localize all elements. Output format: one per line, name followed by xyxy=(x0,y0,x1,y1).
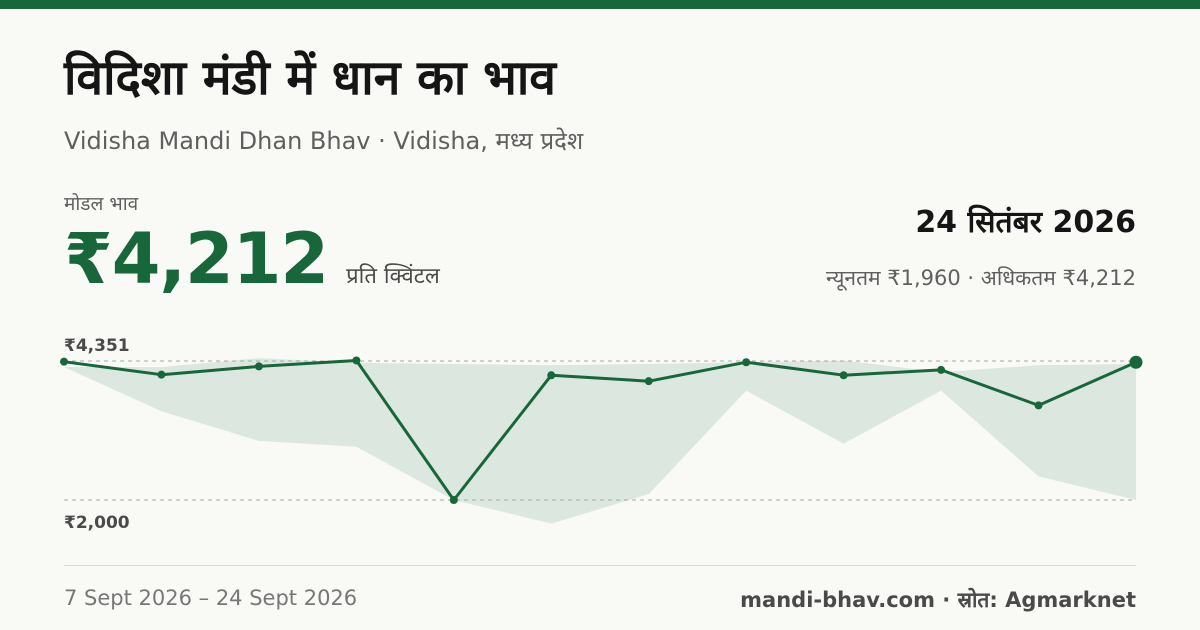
data-point xyxy=(937,365,946,374)
data-point xyxy=(352,356,361,365)
data-point xyxy=(742,358,751,367)
page-title: विदिशा मंडी में धान का भाव xyxy=(64,50,556,106)
page-subtitle: Vidisha Mandi Dhan Bhav · Vidisha, मध्य … xyxy=(64,127,584,155)
y-tick-label-bottom: ₹2,000 xyxy=(64,513,130,533)
data-point xyxy=(839,371,848,380)
price-row: ₹4,212 प्रति क्विंटल xyxy=(64,224,440,294)
top-accent-bar xyxy=(0,0,1200,9)
data-point xyxy=(1034,401,1043,410)
data-point xyxy=(547,371,556,380)
footer-divider xyxy=(64,565,1136,566)
data-point-latest xyxy=(1129,355,1143,369)
data-point xyxy=(60,357,68,366)
price-range-band xyxy=(64,358,1136,524)
report-date: 24 सितंबर 2026 xyxy=(915,205,1136,240)
source-credit: mandi-bhav.com · स्रोत: Agmarknet xyxy=(740,588,1136,612)
y-tick-label-top: ₹4,351 xyxy=(64,336,130,356)
min-max-range: न्यूनतम ₹1,960 · अधिकतम ₹4,212 xyxy=(826,266,1136,290)
data-point xyxy=(157,370,166,379)
date-range: 7 Sept 2026 – 24 Sept 2026 xyxy=(64,586,358,610)
data-point xyxy=(254,362,263,371)
price-unit: प्रति क्विंटल xyxy=(346,264,440,289)
data-points xyxy=(60,355,1143,504)
modal-price-line xyxy=(62,359,1138,502)
data-point xyxy=(644,377,653,386)
modal-price-label: मोडल भाव xyxy=(64,193,139,215)
data-point xyxy=(449,496,458,504)
modal-price-value: ₹4,212 xyxy=(64,218,329,300)
